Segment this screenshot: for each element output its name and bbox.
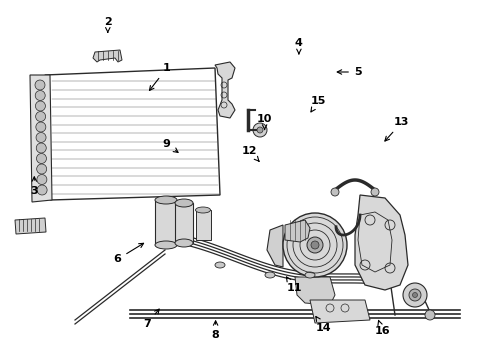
Ellipse shape [265, 272, 275, 278]
Text: 10: 10 [257, 114, 272, 130]
Bar [155, 200, 177, 245]
Text: 3: 3 [30, 177, 38, 196]
Circle shape [371, 188, 379, 196]
Text: 14: 14 [316, 316, 331, 333]
Ellipse shape [155, 196, 177, 204]
Text: 6: 6 [114, 243, 144, 264]
Text: 11: 11 [286, 277, 302, 293]
Circle shape [425, 310, 435, 320]
Text: 5: 5 [337, 67, 362, 77]
Circle shape [413, 292, 417, 297]
Ellipse shape [196, 207, 211, 213]
Circle shape [307, 237, 323, 253]
Polygon shape [295, 277, 335, 305]
Circle shape [37, 164, 47, 174]
Circle shape [331, 188, 339, 196]
Bar [196, 210, 211, 240]
Circle shape [36, 122, 46, 132]
Circle shape [257, 127, 263, 133]
Ellipse shape [215, 262, 225, 268]
Circle shape [37, 185, 47, 195]
Text: 1: 1 [149, 63, 171, 90]
Text: 13: 13 [385, 117, 410, 141]
Circle shape [36, 153, 47, 163]
Circle shape [403, 283, 427, 307]
Bar [175, 203, 193, 243]
Ellipse shape [305, 272, 315, 278]
Polygon shape [30, 75, 52, 202]
Text: 9: 9 [163, 139, 178, 152]
Text: 7: 7 [143, 309, 159, 329]
Circle shape [37, 175, 47, 184]
Ellipse shape [175, 239, 193, 247]
Polygon shape [285, 220, 310, 242]
Text: 12: 12 [242, 146, 259, 161]
Polygon shape [215, 62, 235, 118]
Circle shape [409, 289, 421, 301]
Polygon shape [310, 300, 370, 323]
Circle shape [283, 213, 347, 277]
Polygon shape [355, 195, 408, 290]
Circle shape [311, 241, 319, 249]
Text: 2: 2 [104, 17, 112, 32]
Text: 15: 15 [311, 96, 326, 112]
Text: 8: 8 [212, 321, 220, 340]
Ellipse shape [155, 241, 177, 249]
Polygon shape [93, 50, 122, 62]
Circle shape [35, 80, 45, 90]
Polygon shape [267, 225, 283, 267]
Circle shape [253, 123, 267, 137]
Circle shape [35, 101, 46, 111]
Ellipse shape [175, 199, 193, 207]
Circle shape [36, 132, 46, 143]
Circle shape [35, 90, 45, 100]
Circle shape [36, 112, 46, 122]
Text: 4: 4 [295, 38, 303, 54]
Polygon shape [15, 218, 46, 234]
Text: 16: 16 [374, 320, 390, 336]
Circle shape [36, 143, 46, 153]
